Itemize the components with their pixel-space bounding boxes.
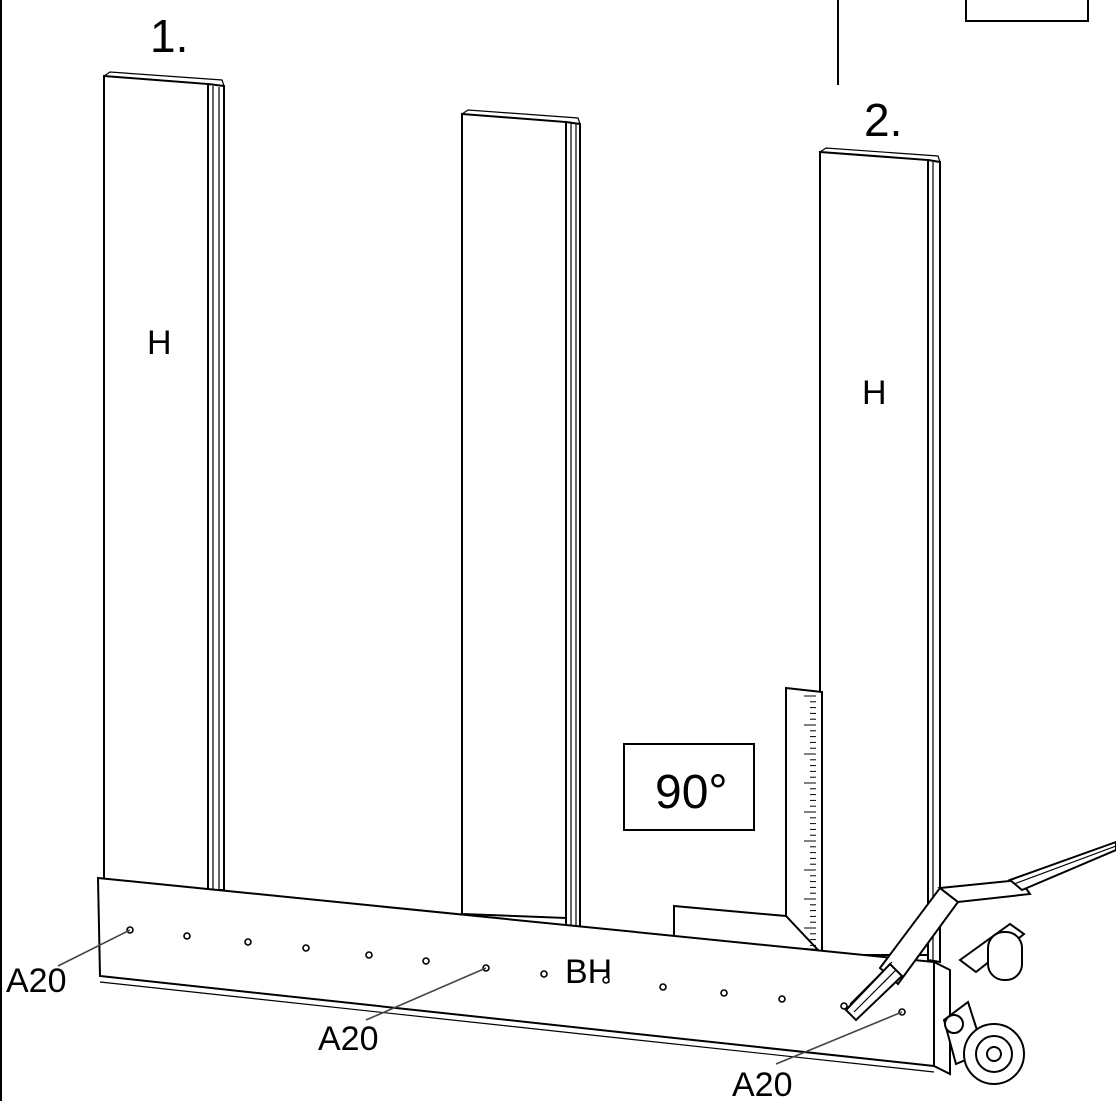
step-number-2: 2. [864,94,902,146]
dowel-hole [840,1002,848,1010]
middle-divider-panel [461,109,581,931]
base-board-label: BH [565,953,612,991]
callout-leader-right [775,1011,903,1065]
callout-a20-middle: A20 [318,1020,379,1058]
step-number-1: 1. [150,10,188,62]
dowel-hole [659,983,667,991]
dowel-hole [302,944,310,952]
callout-a20-right: A20 [732,1066,793,1101]
try-square-tool [673,686,823,958]
dowel-hole [244,938,252,946]
dowel-hole [540,970,548,978]
diagram-frame [0,0,1089,1101]
ruler-scale [804,695,816,946]
callout-leader-middle [365,967,487,1021]
base-board [96,876,951,1076]
dowel-hole [720,989,728,997]
angle-callout: 90° [623,743,755,831]
dowel-hole [365,951,373,959]
left-side-panel [103,71,225,892]
right-side-panel [819,147,941,964]
dowel-hole [422,957,430,965]
right-panel-label: H [862,374,887,412]
callout-a20-left: A20 [6,962,67,1000]
angle-label: 90° [655,766,728,819]
dowel-hole [778,995,786,1003]
dowel-hole [183,932,191,940]
callout-leader-left [57,929,131,967]
glue-roller-tool [844,840,1116,1085]
left-panel-label: H [147,324,172,362]
dowel-hole [602,976,610,984]
